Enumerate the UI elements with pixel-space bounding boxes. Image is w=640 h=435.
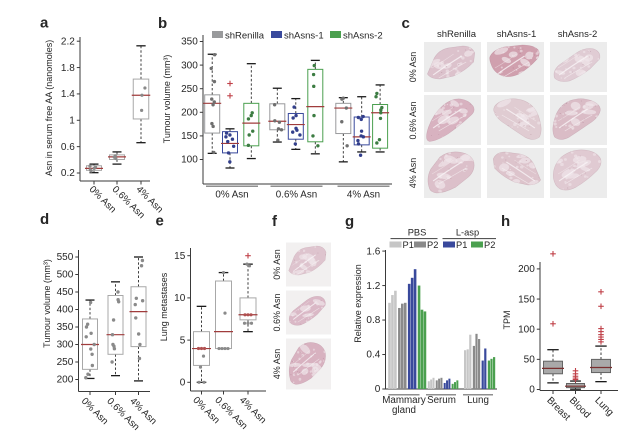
svg-text:1.8: 1.8 xyxy=(61,63,75,74)
svg-text:L-asp: L-asp xyxy=(456,227,479,237)
svg-text:P1: P1 xyxy=(403,240,414,250)
svg-text:4% Asn: 4% Asn xyxy=(272,349,282,380)
svg-text:gland: gland xyxy=(392,405,416,416)
svg-text:300: 300 xyxy=(181,60,198,71)
svg-text:100: 100 xyxy=(181,155,198,166)
svg-text:g: g xyxy=(345,213,354,230)
svg-text:shAsns-1: shAsns-1 xyxy=(284,31,324,42)
svg-text:f: f xyxy=(272,213,278,230)
svg-text:450: 450 xyxy=(57,287,74,298)
svg-text:0% Asn: 0% Asn xyxy=(408,52,418,83)
svg-text:P2: P2 xyxy=(484,240,495,250)
svg-text:0: 0 xyxy=(180,378,186,389)
svg-text:15: 15 xyxy=(174,251,186,262)
svg-text:Tumour volume (mm³): Tumour volume (mm³) xyxy=(162,55,172,144)
svg-text:b: b xyxy=(158,15,167,32)
svg-text:1.4: 1.4 xyxy=(61,89,75,100)
svg-text:10: 10 xyxy=(174,293,186,304)
svg-text:0: 0 xyxy=(529,385,535,396)
svg-text:shAsns-2: shAsns-2 xyxy=(343,31,383,42)
svg-text:d: d xyxy=(40,211,49,228)
svg-text:300: 300 xyxy=(57,340,74,351)
svg-text:200: 200 xyxy=(181,108,198,119)
svg-text:a: a xyxy=(40,15,49,32)
svg-text:P1: P1 xyxy=(456,240,467,250)
svg-text:0.6% Asn: 0.6% Asn xyxy=(276,190,317,201)
svg-text:0.6% Asn: 0.6% Asn xyxy=(272,293,282,331)
svg-text:0.6: 0.6 xyxy=(61,142,75,153)
svg-text:4% Asn: 4% Asn xyxy=(347,190,380,201)
svg-text:500: 500 xyxy=(57,270,74,281)
svg-text:1: 1 xyxy=(69,115,75,126)
svg-text:0.6% Asn: 0.6% Asn xyxy=(408,101,418,139)
svg-text:400: 400 xyxy=(57,305,74,316)
svg-text:0.2: 0.2 xyxy=(61,168,75,179)
svg-text:P2: P2 xyxy=(427,240,438,250)
svg-text:shRenilla: shRenilla xyxy=(225,31,265,42)
svg-text:Serum: Serum xyxy=(427,395,456,406)
svg-text:200: 200 xyxy=(518,264,535,275)
svg-text:shRenilla: shRenilla xyxy=(437,29,477,40)
svg-text:0.8: 0.8 xyxy=(366,315,380,326)
svg-text:TPM: TPM xyxy=(502,311,512,330)
svg-text:0% Asn: 0% Asn xyxy=(272,249,282,280)
svg-text:150: 150 xyxy=(518,294,535,305)
svg-text:5: 5 xyxy=(180,335,186,346)
svg-text:350: 350 xyxy=(57,322,74,333)
svg-text:Tumour volume (mm³): Tumour volume (mm³) xyxy=(42,259,52,348)
svg-text:200: 200 xyxy=(57,375,74,386)
svg-text:h: h xyxy=(501,213,510,230)
svg-text:550: 550 xyxy=(57,252,74,263)
svg-text:c: c xyxy=(402,15,410,32)
svg-text:350: 350 xyxy=(181,37,198,48)
svg-text:1.2: 1.2 xyxy=(366,281,380,292)
svg-text:250: 250 xyxy=(181,84,198,95)
svg-text:shAsns-1: shAsns-1 xyxy=(497,29,537,40)
svg-text:150: 150 xyxy=(181,131,198,142)
svg-text:Lung: Lung xyxy=(467,395,489,406)
svg-text:4% Asn: 4% Asn xyxy=(408,158,418,189)
svg-text:Mammary: Mammary xyxy=(382,395,426,406)
svg-text:Lung metastases: Lung metastases xyxy=(159,272,169,341)
svg-text:Asn in serum free AA (nanomole: Asn in serum free AA (nanomoles) xyxy=(44,40,54,177)
svg-text:0% Asn: 0% Asn xyxy=(215,190,248,201)
svg-text:0: 0 xyxy=(375,384,381,395)
svg-text:250: 250 xyxy=(57,357,74,368)
svg-text:1.6: 1.6 xyxy=(366,246,380,257)
svg-text:0.4: 0.4 xyxy=(366,350,380,361)
svg-text:2.2: 2.2 xyxy=(61,36,75,47)
svg-text:e: e xyxy=(156,213,164,230)
svg-text:Relative expression: Relative expression xyxy=(353,264,363,343)
svg-text:50: 50 xyxy=(524,355,536,366)
svg-text:PBS: PBS xyxy=(408,227,427,237)
svg-text:shAsns-2: shAsns-2 xyxy=(558,29,598,40)
svg-text:100: 100 xyxy=(518,324,535,335)
